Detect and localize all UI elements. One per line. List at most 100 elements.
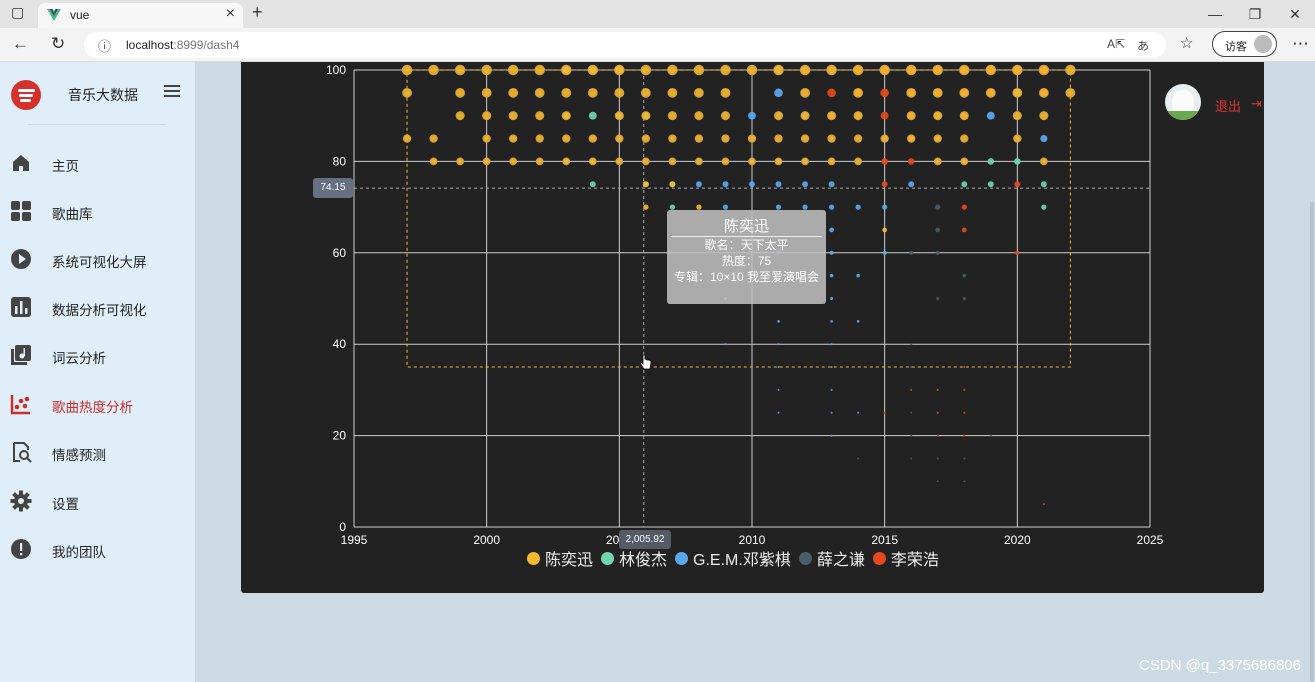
logout-link[interactable]: 退出 <box>1215 99 1242 114</box>
legend-item[interactable]: 李荣浩 <box>872 546 939 570</box>
sidebar-item-settings[interactable]: 设置 <box>0 481 195 521</box>
sidebar-item-word-cloud[interactable]: 词云分析 <box>0 335 195 375</box>
legend-dot-icon <box>675 551 689 565</box>
scatter-point <box>963 480 966 483</box>
sidebar-item-emotion-prediction[interactable]: 情感预测 <box>0 432 195 472</box>
scatter-point <box>614 64 625 76</box>
browser-tab[interactable]: vue × <box>38 3 243 28</box>
scatter-point <box>428 64 439 76</box>
scatter-point <box>509 157 518 166</box>
scatter-point <box>1012 87 1023 98</box>
y-tick-label: 80 <box>333 154 347 168</box>
legend-label: 林俊杰 <box>619 552 668 569</box>
legend-item[interactable]: 林俊杰 <box>601 546 667 570</box>
back-icon[interactable]: ← <box>12 34 29 53</box>
scatter-point <box>883 411 886 414</box>
scatter-point <box>402 134 412 143</box>
scatter-point <box>641 111 651 121</box>
tab-close-icon[interactable]: × <box>225 5 235 22</box>
favorites-icon[interactable]: ☆ <box>1180 35 1194 52</box>
scatter-point <box>1065 64 1076 76</box>
sidebar-item-data-analysis[interactable]: 数据分析可视化 <box>0 287 195 327</box>
scatter-point <box>830 343 833 346</box>
scatter-point <box>534 64 545 76</box>
close-window-button[interactable]: ✕ <box>1289 6 1301 22</box>
scatter-point <box>1041 204 1047 210</box>
scatter-point <box>1042 503 1045 506</box>
scatter-point <box>508 87 519 98</box>
site-info-icon[interactable]: ⓘ <box>98 39 112 54</box>
scatter-point <box>933 111 943 121</box>
scatter-point <box>906 111 916 121</box>
tab-actions-icon[interactable]: ▢ <box>11 4 25 20</box>
page-scrollbar[interactable] <box>1309 62 1315 682</box>
url-field[interactable]: ⓘ localhost:8999/dash4 A⇱ あ <box>84 32 1166 58</box>
restore-button[interactable]: ❐ <box>1248 6 1262 22</box>
chart-legend: 陈奕迅 林俊杰 G.E.M.邓紫棋 薛之谦 李荣浩 <box>527 547 947 569</box>
sidebar-item-song-library[interactable]: 歌曲库 <box>0 191 195 231</box>
scatter-point <box>905 64 917 76</box>
guest-avatar-icon <box>1254 35 1272 53</box>
scatter-point <box>826 64 837 76</box>
scatter-point <box>667 64 678 76</box>
scatter-point <box>906 87 917 98</box>
scatter-point <box>910 457 913 460</box>
new-tab-icon[interactable]: + <box>252 2 263 22</box>
refresh-icon[interactable]: ↻ <box>51 34 66 53</box>
scatter-point <box>932 87 943 98</box>
scatter-point <box>987 181 994 188</box>
scatter-point <box>401 64 413 76</box>
guest-profile-button[interactable]: 访客 <box>1212 31 1277 57</box>
scatter-point <box>507 64 519 76</box>
scatter-point <box>668 157 677 166</box>
y-tick-label: 100 <box>326 63 346 77</box>
scatter-point <box>1012 64 1023 76</box>
scatter-point <box>775 204 782 210</box>
hamburger-menu-icon[interactable] <box>164 85 180 99</box>
legend-label: G.E.M.邓紫棋 <box>693 552 791 569</box>
legend-dot-icon <box>872 551 886 565</box>
legend-item[interactable]: 陈奕迅 <box>527 546 593 570</box>
user-avatar[interactable] <box>1165 84 1201 120</box>
scatter-point <box>830 320 833 323</box>
scatter-point <box>722 181 729 188</box>
scatter-point <box>880 134 889 143</box>
tab-bar: ▢ vue × + — ❐ ✕ <box>0 0 1315 28</box>
scatter-point <box>963 411 966 414</box>
legend-item[interactable]: G.E.M.邓紫棋 <box>675 546 791 570</box>
heat-scatter-chart[interactable]: 0204060801001995200020052010201520202025 <box>241 62 1264 593</box>
scatter-point <box>959 111 969 121</box>
music-library-icon <box>11 345 31 365</box>
scatter-point <box>880 111 889 120</box>
sidebar-item-label: 设置 <box>52 497 79 512</box>
sidebar-item-dashboard[interactable]: 系统可视化大屏 <box>0 239 195 279</box>
sidebar-item-label: 歌曲热度分析 <box>52 400 133 415</box>
scatter-point <box>720 87 731 98</box>
scatter-point <box>721 157 730 166</box>
scatter-point <box>508 111 518 121</box>
translate-icon[interactable]: あ <box>1137 39 1150 53</box>
scatter-point <box>932 64 943 76</box>
sidebar-item-home[interactable]: 主页 <box>0 143 195 183</box>
scatter-point <box>640 87 651 98</box>
scatter-point <box>777 411 780 414</box>
scatter-point <box>909 250 914 255</box>
logout-icon[interactable]: ⇥ <box>1251 96 1262 111</box>
scatter-point <box>588 111 597 120</box>
legend-item[interactable]: 薛之谦 <box>798 546 865 570</box>
main-content: 0204060801001995200020052010201520202025… <box>195 62 1315 682</box>
scatter-point <box>830 388 833 391</box>
scatter-point <box>773 111 784 121</box>
more-menu-icon[interactable]: ⋯ <box>1292 34 1309 53</box>
sidebar-item-label: 主页 <box>52 159 79 174</box>
url-text: localhost:8999/dash4 <box>126 38 240 52</box>
scatter-point <box>615 157 624 166</box>
read-aloud-icon[interactable]: A⇱ <box>1107 37 1126 51</box>
scatter-point <box>747 134 757 143</box>
scatter-point <box>695 157 703 166</box>
scatter-point <box>667 87 678 98</box>
scatter-point <box>561 111 571 121</box>
sidebar-item-song-heat[interactable]: 歌曲热度分析 <box>0 384 195 424</box>
sidebar-item-my-team[interactable]: 我的团队 <box>0 529 195 569</box>
minimize-button[interactable]: — <box>1208 6 1222 22</box>
